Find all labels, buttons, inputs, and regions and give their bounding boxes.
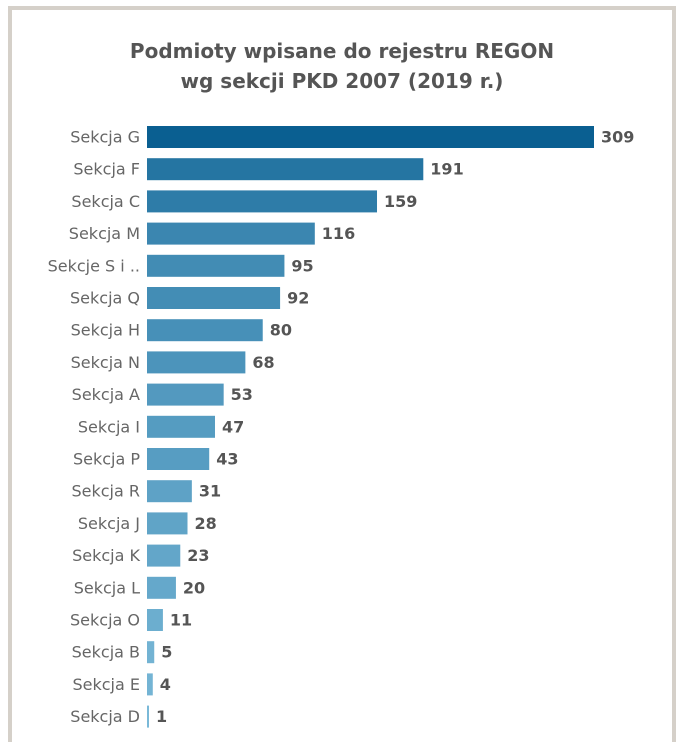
bar[interactable]	[147, 222, 315, 245]
bar[interactable]	[147, 254, 285, 277]
category-label: Sekcja G	[70, 128, 140, 147]
category-label: Sekcja N	[71, 353, 140, 372]
bar[interactable]	[147, 641, 155, 664]
category-label: Sekcja K	[72, 546, 140, 565]
value-label: 53	[231, 385, 253, 404]
category-label: Sekcja F	[73, 160, 140, 179]
category-label: Sekcja M	[69, 224, 140, 243]
value-label: 68	[252, 353, 274, 372]
bar[interactable]	[147, 415, 215, 438]
value-label: 20	[183, 578, 205, 597]
bar[interactable]	[147, 126, 594, 148]
value-label: 23	[187, 546, 209, 565]
value-label: 1	[156, 707, 167, 726]
bar[interactable]	[147, 383, 224, 406]
bar[interactable]	[147, 609, 163, 631]
value-label: 92	[287, 289, 309, 308]
bar[interactable]	[147, 576, 176, 599]
category-label: Sekcja O	[70, 611, 140, 630]
chart-subtitle: wg sekcji PKD 2007 (2019 r.)	[180, 69, 504, 93]
value-label: 95	[291, 256, 313, 275]
value-label: 116	[322, 224, 355, 243]
category-label: Sekcja E	[72, 675, 140, 694]
value-label: 5	[161, 643, 172, 662]
category-label: Sekcja A	[72, 385, 140, 404]
category-label: Sekcja H	[71, 321, 140, 340]
bar[interactable]	[147, 287, 281, 309]
value-label: 80	[270, 321, 292, 340]
bar[interactable]	[147, 705, 149, 728]
chart-title-line-1: Podmioty wpisane do rejestru REGON	[129, 39, 555, 63]
category-label: Sekcja Q	[70, 289, 140, 308]
category-label: Sekcja I	[78, 417, 140, 436]
bar[interactable]	[147, 190, 378, 213]
value-label: 43	[216, 450, 238, 469]
value-label: 309	[601, 128, 634, 147]
category-label: Sekcja R	[71, 482, 140, 501]
category-label: Sekcja P	[73, 450, 140, 469]
chart-title: Podmioty wpisane do rejestru REGON wg se…	[0, 36, 684, 96]
value-label: 159	[384, 192, 417, 211]
bar[interactable]	[147, 544, 181, 567]
bar[interactable]	[147, 448, 210, 470]
value-label: 47	[222, 417, 244, 436]
bar[interactable]	[147, 480, 192, 503]
bar[interactable]	[147, 319, 263, 342]
value-label: 4	[160, 675, 171, 694]
category-label: Sekcja C	[71, 192, 140, 211]
category-label: Sekcja D	[70, 707, 140, 726]
category-label: Sekcja B	[72, 643, 140, 662]
value-label: 191	[430, 160, 463, 179]
bar[interactable]	[147, 158, 424, 181]
bar[interactable]	[147, 351, 246, 374]
value-label: 31	[199, 482, 221, 501]
category-label: Sekcja J	[78, 514, 140, 533]
category-label: Sekcje S i ..	[48, 256, 140, 275]
bar[interactable]	[147, 673, 153, 696]
value-label: 28	[195, 514, 217, 533]
bar[interactable]	[147, 512, 188, 535]
category-label: Sekcja L	[74, 578, 140, 597]
value-label: 11	[170, 611, 192, 630]
